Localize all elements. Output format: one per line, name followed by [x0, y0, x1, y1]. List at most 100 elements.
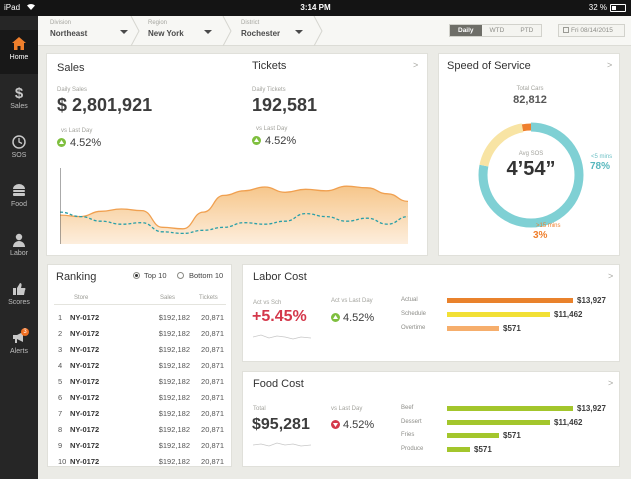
- clock-time: 3:14 PM: [300, 3, 331, 12]
- food-vs-delta: 4.52%: [343, 419, 375, 431]
- battery-icon: [610, 4, 626, 12]
- range-wtd-button[interactable]: WTD: [481, 25, 513, 36]
- rank-number: 5: [58, 377, 63, 386]
- top10-radio[interactable]: [133, 272, 140, 279]
- bar-label: Overtime: [401, 325, 426, 331]
- rank-number: 9: [58, 441, 63, 450]
- store-id: NY-0172: [70, 409, 100, 418]
- carrier-label: iPad: [4, 3, 21, 12]
- sos-over-caption: >15 mins: [536, 223, 561, 229]
- district-caption: District: [241, 20, 260, 26]
- sales-caption: Daily Sales: [57, 87, 88, 93]
- bar-label: Produce: [401, 445, 424, 452]
- sos-segment: [479, 123, 583, 227]
- bar-row: Actual $13,927: [401, 296, 611, 306]
- bar-row: Produce $571: [401, 445, 611, 455]
- chevron-right-icon[interactable]: >: [608, 271, 614, 281]
- sales-area-series: [60, 186, 408, 244]
- store-sales: $192,182: [158, 361, 190, 370]
- table-row[interactable]: 3 NY-0172 $192,182 20,871: [54, 341, 224, 357]
- store-id: NY-0172: [70, 313, 100, 322]
- chevron-down-icon: [295, 30, 303, 34]
- range-daily-button[interactable]: Daily: [450, 25, 482, 36]
- chevron-right-icon[interactable]: >: [608, 378, 614, 388]
- store-tickets: 20,871: [201, 425, 224, 434]
- home-icon: [0, 30, 38, 52]
- range-ptd-button[interactable]: PTD: [512, 25, 542, 36]
- thumbs-up-icon: [0, 275, 38, 297]
- division-value: Northeast: [50, 29, 88, 38]
- division-caption: Division: [50, 20, 72, 26]
- bar-label: Beef: [401, 405, 414, 411]
- labor-cost-card[interactable]: Labor Cost > Act vs Sch +5.45% Act vs La…: [242, 264, 620, 362]
- column-header-sales: Sales: [160, 295, 176, 301]
- table-row[interactable]: 8 NY-0172 $192,182 20,871: [54, 421, 224, 437]
- bar-fill: [447, 312, 550, 317]
- tickets-caption: Daily Tickets: [252, 87, 286, 93]
- district-select[interactable]: District Rochester: [241, 16, 323, 46]
- store-tickets: 20,871: [201, 409, 224, 418]
- sales-delta: 4.52%: [70, 137, 102, 149]
- food-total-value: $95,281: [252, 416, 310, 433]
- sos-title: Speed of Service: [447, 60, 531, 72]
- table-row[interactable]: 9 NY-0172 $192,182 20,871: [54, 437, 224, 453]
- food-total-caption: Total: [253, 406, 266, 412]
- table-row[interactable]: 4 NY-0172 $192,182 20,871: [54, 357, 224, 373]
- rank-number: 6: [58, 393, 63, 402]
- ranking-title: Ranking: [56, 271, 97, 283]
- food-bar-chart: Beef $13,927 Dessert $11,462 Fries $571 Produc…: [401, 404, 611, 460]
- table-row[interactable]: 6 NY-0172 $192,182 20,871: [54, 389, 224, 405]
- bottom10-label[interactable]: Bottom 10: [189, 271, 224, 280]
- bar-row: Fries $571: [401, 431, 611, 441]
- table-row[interactable]: 10 NY-0172 $192,182 20,871: [54, 453, 224, 469]
- labor-act-caption: Act vs Sch: [253, 300, 282, 306]
- tickets-title: Tickets: [252, 60, 287, 72]
- nav-item-sales[interactable]: $ Sales: [0, 79, 38, 123]
- table-row[interactable]: 7 NY-0172 $192,182 20,871: [54, 405, 224, 421]
- tickets-value: 192,581: [252, 95, 318, 115]
- store-tickets: 20,871: [201, 441, 224, 450]
- sales-area-outline: [60, 185, 408, 230]
- up-arrow-icon: [57, 138, 66, 147]
- chevron-down-icon: [204, 30, 212, 34]
- battery-percent: 32 %: [588, 3, 607, 12]
- bar-value: $13,927: [577, 404, 606, 413]
- nav-item-labor[interactable]: Labor: [0, 226, 38, 270]
- district-value: Rochester: [241, 29, 281, 38]
- labor-vs-caption: Act vs Last Day: [331, 298, 373, 304]
- nav-item-home[interactable]: Home: [0, 30, 38, 74]
- bar-fill: [447, 326, 499, 331]
- store-id: NY-0172: [70, 329, 100, 338]
- date-picker-button[interactable]: Fri 08/14/2015: [558, 24, 625, 37]
- table-row[interactable]: 1 NY-0172 $192,182 20,871: [54, 309, 224, 325]
- food-cost-card[interactable]: Food Cost > Total $95,281 vs Last Day 4.…: [242, 371, 620, 467]
- labor-sparkline: [253, 334, 311, 340]
- sos-card[interactable]: Speed of Service > Total Cars 82,812 Avg…: [438, 53, 620, 256]
- table-row[interactable]: 2 NY-0172 $192,182 20,871: [54, 325, 224, 341]
- division-select[interactable]: Division Northeast: [50, 16, 138, 46]
- nav-item-food[interactable]: Food: [0, 177, 38, 221]
- dollar-icon: $: [14, 85, 24, 102]
- table-row[interactable]: 5 NY-0172 $192,182 20,871: [54, 373, 224, 389]
- chevron-right-icon[interactable]: >: [413, 60, 419, 70]
- bottom10-radio[interactable]: [177, 272, 184, 279]
- chevron-right-icon[interactable]: >: [607, 60, 613, 70]
- sales-card[interactable]: Sales Daily Sales $ 2,801,921 vs Last Da…: [46, 53, 428, 256]
- sos-total-value: 82,812: [513, 94, 547, 106]
- breadcrumb-separator: [222, 16, 232, 46]
- top10-label[interactable]: Top 10: [144, 271, 167, 280]
- down-arrow-icon: [331, 420, 340, 429]
- region-select[interactable]: Region New York: [148, 16, 226, 46]
- bar-row: Overtime $571: [401, 324, 611, 334]
- nav-item-scores[interactable]: Scores: [0, 275, 38, 319]
- nav-item-alerts[interactable]: 3 Alerts: [0, 324, 38, 368]
- nav-label-home: Home: [9, 54, 29, 61]
- ranking-card: Ranking Top 10 Bottom 10 Store Sales Tic…: [47, 264, 232, 467]
- nav-item-sos[interactable]: SOS: [0, 128, 38, 172]
- calendar-icon: [563, 27, 569, 33]
- food-sparkline: [253, 442, 311, 447]
- megaphone-icon: [0, 324, 38, 346]
- bar-label: Actual: [401, 297, 418, 303]
- bar-value: $11,462: [554, 417, 583, 427]
- rank-number: 2: [58, 329, 63, 338]
